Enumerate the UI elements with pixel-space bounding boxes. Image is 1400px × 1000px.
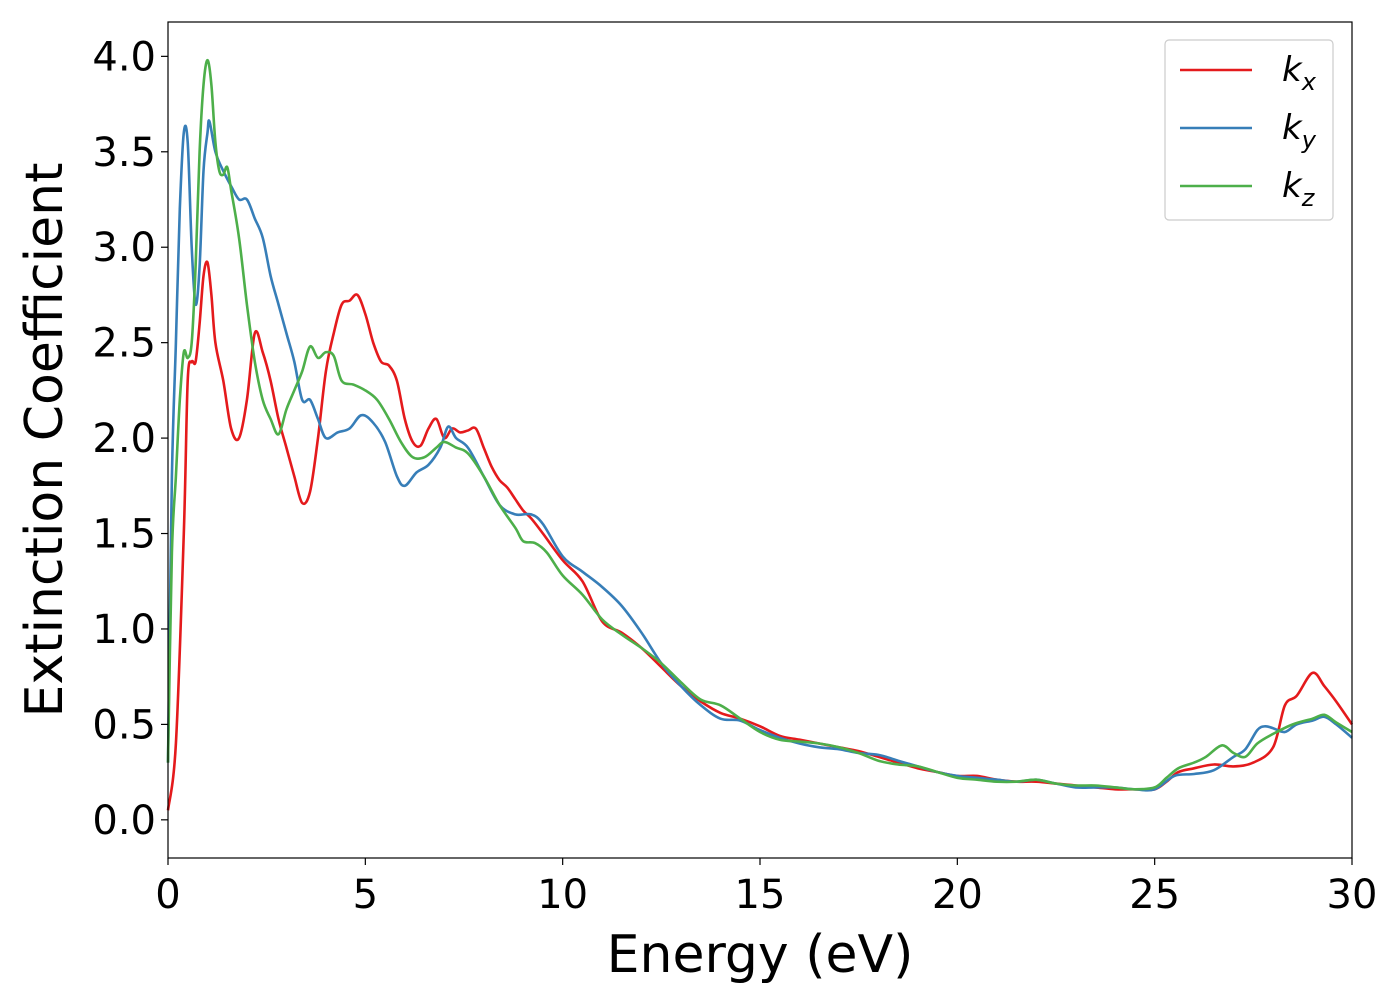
y-axis-ticks: 0.0 0.5 1.0 1.5 2.0 2.5 3.0 3.5 4.0 xyxy=(92,34,168,844)
x-tick-label: 0 xyxy=(155,872,180,918)
plot-area xyxy=(166,21,1354,859)
y-tick-label: 2.0 xyxy=(92,416,156,462)
x-tick-label: 15 xyxy=(735,872,786,918)
y-axis-title: Extinction Coefficient xyxy=(15,163,75,718)
legend-box xyxy=(1164,39,1334,221)
x-tick-label: 20 xyxy=(932,872,983,918)
x-tick-label: 25 xyxy=(1129,872,1180,918)
legend-label-kx: kx xyxy=(1282,50,1317,96)
y-tick-label: 3.0 xyxy=(92,225,156,271)
series-line-kz xyxy=(166,58,1353,791)
series-group xyxy=(166,58,1354,811)
legend: kx ky kz xyxy=(1164,39,1334,221)
y-tick-label: 1.0 xyxy=(92,607,156,653)
y-tick-label: 2.5 xyxy=(92,321,156,367)
y-tick-label: 3.5 xyxy=(92,130,156,176)
plot-background xyxy=(168,22,1352,858)
x-axis-ticks: 0 5 10 15 20 25 30 xyxy=(155,858,1377,918)
y-tick-label: 4.0 xyxy=(92,34,156,80)
x-tick-label: 30 xyxy=(1327,872,1378,918)
y-tick-label: 1.5 xyxy=(92,512,156,558)
legend-label-ky: ky xyxy=(1282,108,1317,154)
x-tick-label: 10 xyxy=(537,872,588,918)
legend-label-kz: kz xyxy=(1282,166,1316,212)
x-axis-title: Energy (eV) xyxy=(607,925,914,985)
x-tick-label: 5 xyxy=(353,872,378,918)
y-tick-label: 0.5 xyxy=(92,702,156,748)
y-tick-label: 0.0 xyxy=(92,798,156,844)
